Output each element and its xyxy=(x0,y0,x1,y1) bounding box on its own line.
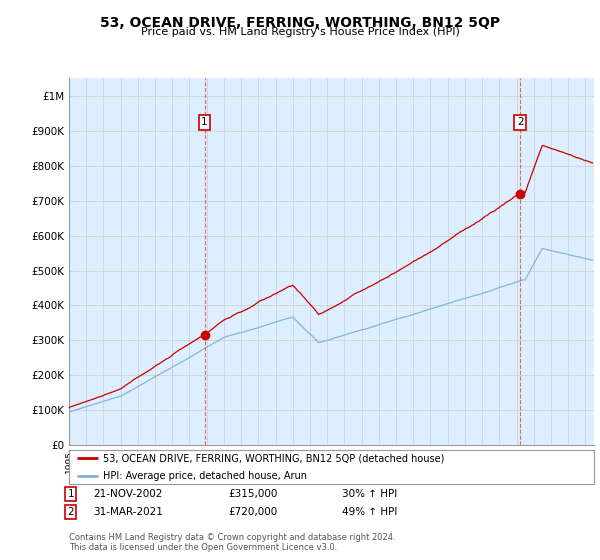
Text: 1: 1 xyxy=(67,489,74,499)
Text: 2: 2 xyxy=(517,118,523,128)
Text: 53, OCEAN DRIVE, FERRING, WORTHING, BN12 5QP: 53, OCEAN DRIVE, FERRING, WORTHING, BN12… xyxy=(100,16,500,30)
Text: 21-NOV-2002: 21-NOV-2002 xyxy=(93,489,163,499)
Text: This data is licensed under the Open Government Licence v3.0.: This data is licensed under the Open Gov… xyxy=(69,543,337,552)
Text: £720,000: £720,000 xyxy=(228,507,277,517)
Text: 30% ↑ HPI: 30% ↑ HPI xyxy=(342,489,397,499)
Text: 1: 1 xyxy=(201,118,208,128)
Text: 31-MAR-2021: 31-MAR-2021 xyxy=(93,507,163,517)
Text: 49% ↑ HPI: 49% ↑ HPI xyxy=(342,507,397,517)
Text: 2: 2 xyxy=(67,507,74,517)
Text: £315,000: £315,000 xyxy=(228,489,277,499)
Text: HPI: Average price, detached house, Arun: HPI: Average price, detached house, Arun xyxy=(103,471,307,480)
Text: Contains HM Land Registry data © Crown copyright and database right 2024.: Contains HM Land Registry data © Crown c… xyxy=(69,533,395,542)
Text: 53, OCEAN DRIVE, FERRING, WORTHING, BN12 5QP (detached house): 53, OCEAN DRIVE, FERRING, WORTHING, BN12… xyxy=(103,454,445,463)
Text: Price paid vs. HM Land Registry's House Price Index (HPI): Price paid vs. HM Land Registry's House … xyxy=(140,27,460,38)
